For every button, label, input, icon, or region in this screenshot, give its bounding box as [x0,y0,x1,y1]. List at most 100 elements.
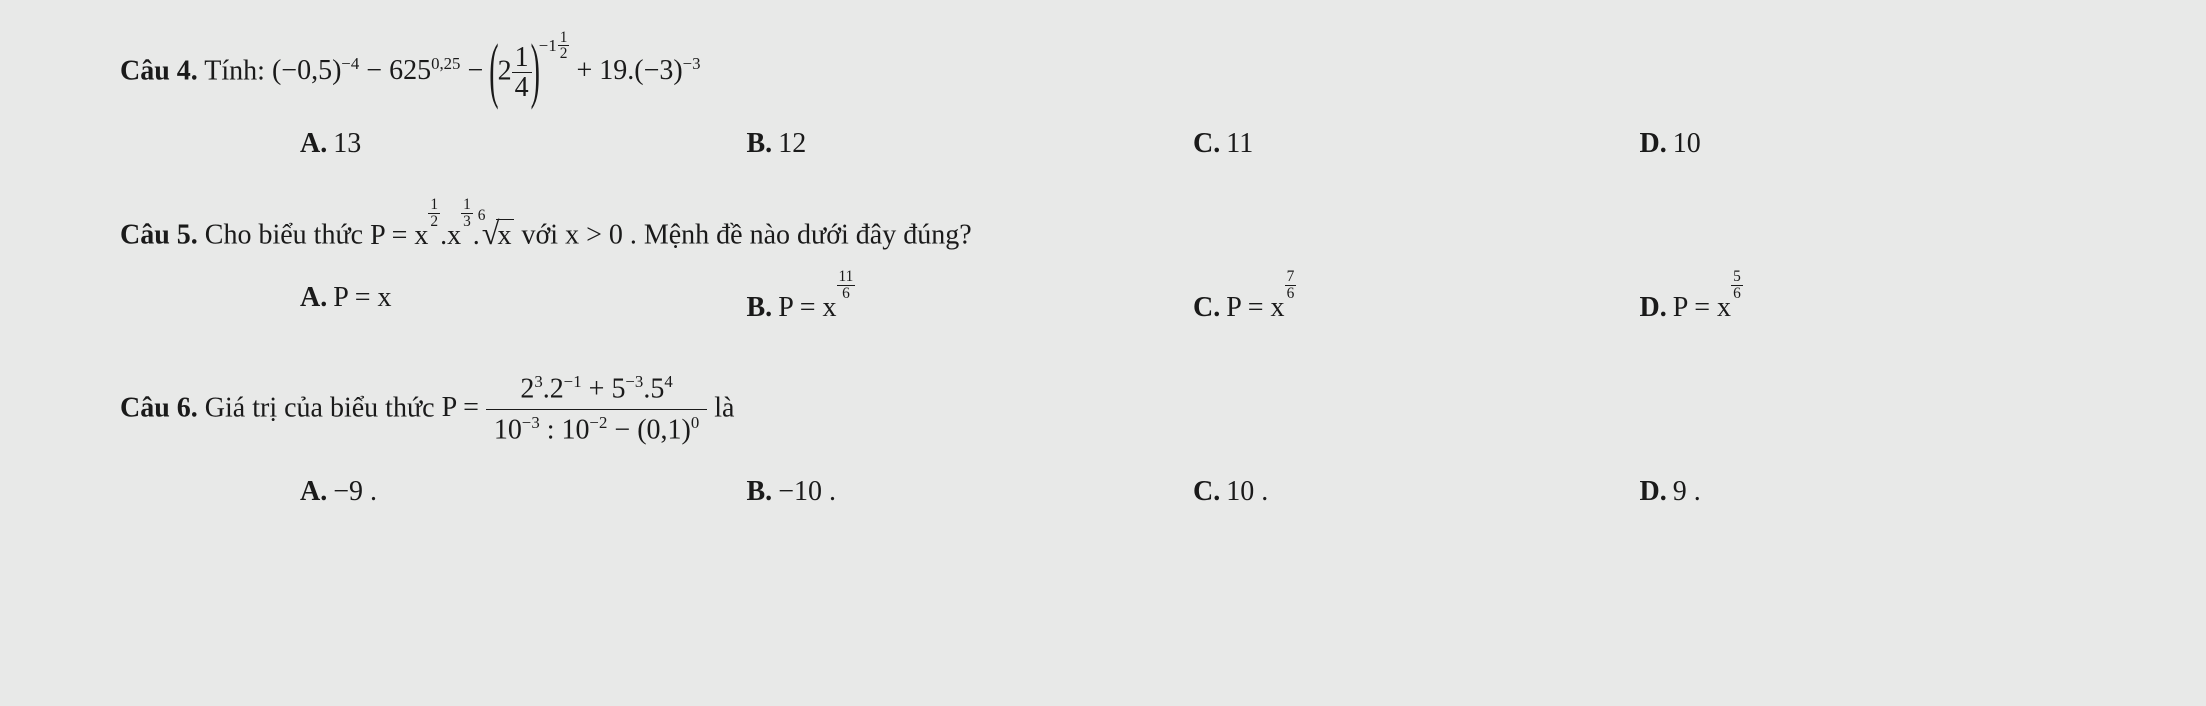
q6-fraction: 23.2−1 + 5−3.54 10−3 : 10−2 − (0,1)0 [486,369,707,451]
q5-d-exp: 56 [1731,269,1743,301]
nd-exp: 4 [664,372,672,391]
q6-c-value: 10 . [1226,476,1268,507]
mixed-whole: 2 [498,55,512,86]
q4-option-b[interactable]: B.12 [747,123,1194,165]
d-div: : [540,415,562,446]
term2-base: 625 [389,55,431,86]
q4-c-value: 11 [1226,128,1253,159]
q6-option-a[interactable]: A.−9 . [300,471,747,513]
q6-b-value: −10 . [778,476,836,507]
q5-b-prefix: P = x [778,292,836,323]
nc-base: 5 [611,373,625,404]
q6-lead: Giá trị của biểu thức [205,392,442,423]
term2-exp: 0,25 [431,54,460,73]
n-plus: + [582,373,612,404]
q5-exp1: 12 [428,197,440,229]
q5-option-b[interactable]: B.P = x116 [747,277,1194,329]
q4-option-d[interactable]: D.10 [1640,123,2087,165]
na-base: 2 [520,373,534,404]
mixed-num: 1 [512,43,532,73]
q6-option-d[interactable]: D.9 . [1640,471,2087,513]
q5-x1: x [414,220,428,251]
q6-a-value: −9 . [333,476,377,507]
q6-expression: P = 23.2−1 + 5−3.54 10−3 : 10−2 − (0,1)0 [442,392,715,423]
q5-option-d[interactable]: D.P = x56 [1640,277,2087,329]
db-exp: −2 [590,413,608,432]
dc-exp: 0 [691,413,699,432]
q5-peq: P = [370,220,414,251]
opt-label-d: D. [1640,292,1667,323]
big-exp-den: 2 [558,46,570,61]
nb-exp: −1 [564,372,582,391]
q5-c-num: 7 [1285,269,1297,285]
opt-label-b: B. [747,476,773,507]
question-6: Câu 6. Giá trị của biểu thức P = 23.2−1 … [120,369,2086,513]
da-base: 10 [494,415,522,446]
q4-verb: Tính: [204,55,265,86]
big-lparen: ( [489,18,498,127]
mixed-frac: 14 [512,43,532,103]
q6-option-b[interactable]: B.−10 . [747,471,1194,513]
q5-with: với [521,220,565,251]
q5-a-value: P = x [333,282,391,313]
big-exp-frac: 12 [558,30,570,62]
opt-label-a: A. [300,128,327,159]
opt-label-c: C. [1193,476,1220,507]
q4-option-a[interactable]: A.13 [300,123,747,165]
q5-option-c[interactable]: C.P = x76 [1193,277,1640,329]
q5-tail: . Mệnh đề nào dưới đây đúng? [630,220,972,251]
q5-d-num: 5 [1731,269,1743,285]
q6-options: A.−9 . B.−10 . C.10 . D.9 . [120,471,2086,513]
q5-cond: x > 0 [565,220,623,251]
opt-label-d: D. [1640,476,1667,507]
q5-root: 6√x [480,209,515,257]
q4-option-c[interactable]: C.11 [1193,123,1640,165]
q5-d-prefix: P = x [1673,292,1731,323]
q5-exp2: 13 [461,197,473,229]
db-base: 10 [562,415,590,446]
q5-root-arg: x [496,219,514,251]
opt-label-d: D. [1640,128,1667,159]
q5-expression: P = x12.x13.6√x [370,220,521,251]
q5-b-den: 6 [837,286,856,301]
d-minus: − [607,415,637,446]
question-5: Câu 5. Cho biểu thức P = x12.x13.6√x với… [120,205,2086,329]
q5-option-a[interactable]: A.P = x [300,277,747,329]
term4-base: (−3) [634,55,682,86]
q5-b-exp: 116 [837,269,856,301]
q4-label: Câu 4. [120,55,198,86]
opt-label-a: A. [300,476,327,507]
term4-coeff: 19. [599,55,634,86]
q5-c-exp: 76 [1285,269,1297,301]
n-dot1: . [543,373,550,404]
q6-d-value: 9 . [1673,476,1701,507]
term4-exp: −3 [683,54,701,73]
q5-x2: x [447,220,461,251]
na-exp: 3 [534,372,542,391]
q6-denominator: 10−3 : 10−2 − (0,1)0 [486,410,707,451]
opt-label-c: C. [1193,128,1220,159]
q5-lead: Cho biểu thức [205,220,370,251]
term1-exp: −4 [341,54,359,73]
minus1: − [366,55,389,86]
q4-stem: Câu 4. Tính: (−0,5)−4 − 6250,25 − (214)−… [120,40,2086,103]
q6-peq: P = [442,392,486,423]
q4-options: A.13 B.12 C.11 D.10 [120,123,2086,165]
nb-base: 2 [550,373,564,404]
q4-d-value: 10 [1673,128,1701,159]
q6-label: Câu 6. [120,392,198,423]
q6-option-c[interactable]: C.10 . [1193,471,1640,513]
q6-stem: Câu 6. Giá trị của biểu thức P = 23.2−1 … [120,369,2086,451]
q5-root-index: 6 [478,204,486,227]
opt-label-a: A. [300,282,327,313]
minus2: − [467,55,490,86]
opt-label-b: B. [747,128,773,159]
mixed-fraction: 214 [498,43,532,103]
q5-c-den: 6 [1285,286,1297,301]
q6-numerator: 23.2−1 + 5−3.54 [486,369,707,411]
nd-base: 5 [650,373,664,404]
q5-exp2-num: 1 [461,197,473,213]
q5-c-value: P = x76 [1226,292,1296,323]
q5-label: Câu 5. [120,220,198,251]
opt-label-b: B. [747,292,773,323]
